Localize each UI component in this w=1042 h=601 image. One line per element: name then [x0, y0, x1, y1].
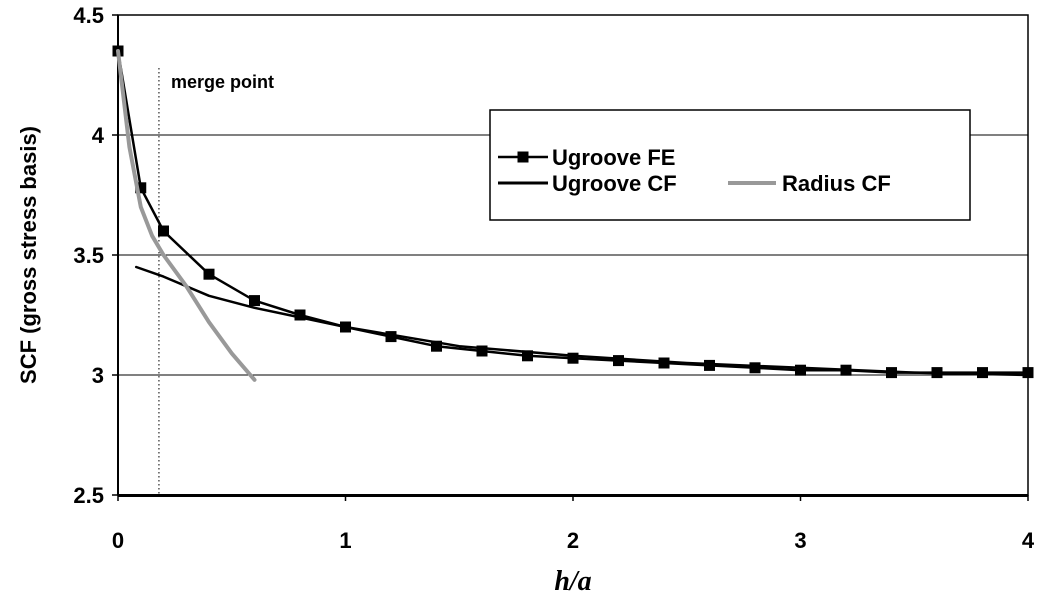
x-axis-title: h/a	[554, 566, 591, 597]
data-point	[385, 331, 397, 343]
y-tick-label: 4.5	[73, 3, 104, 28]
series-line-1	[134, 265, 1030, 377]
merge-point-label: merge point	[171, 72, 274, 92]
y-tick-label: 3.5	[73, 243, 104, 268]
data-point	[795, 364, 806, 376]
annotation-layer: merge point	[158, 68, 274, 495]
data-point	[1022, 367, 1034, 379]
x-tick-label: 0	[112, 528, 124, 553]
data-point	[977, 367, 988, 379]
data-point	[249, 295, 260, 307]
data-point	[704, 359, 715, 371]
x-tick-label: 4	[1022, 528, 1035, 553]
x-tick-label: 1	[339, 528, 351, 553]
data-point	[613, 355, 624, 367]
legend-label-radius-cf: Radius CF	[782, 171, 891, 196]
series-line-2	[116, 49, 257, 382]
x-tick-label: 3	[794, 528, 806, 553]
y-axis-title: SCF (gross stress basis)	[16, 126, 41, 384]
legend-box	[489, 109, 971, 221]
data-point	[135, 182, 147, 194]
data-point	[294, 309, 306, 321]
data-point	[522, 350, 533, 362]
data-point	[476, 345, 488, 357]
legend-label-ugroove-fe: Ugroove FE	[552, 145, 675, 170]
data-point	[158, 225, 169, 237]
legend-marker-ugroove-fe	[517, 151, 529, 163]
legend: Ugroove FE Ugroove CF Radius CF	[489, 109, 971, 221]
data-point	[749, 362, 761, 374]
y-tick-label: 4	[92, 123, 105, 148]
y-tick-label: 2.5	[73, 483, 104, 508]
data-point	[658, 357, 670, 369]
series-layer	[112, 45, 1034, 382]
data-point	[203, 268, 215, 280]
legend-label-ugroove-cf: Ugroove CF	[552, 171, 677, 196]
x-tick-label: 2	[567, 528, 579, 553]
tick-layer: 2.5 3 3.5 4 4.5 0 1 2 3 4	[73, 3, 1034, 553]
y-tick-label: 3	[92, 363, 104, 388]
data-point	[431, 340, 442, 352]
data-point	[567, 352, 579, 364]
